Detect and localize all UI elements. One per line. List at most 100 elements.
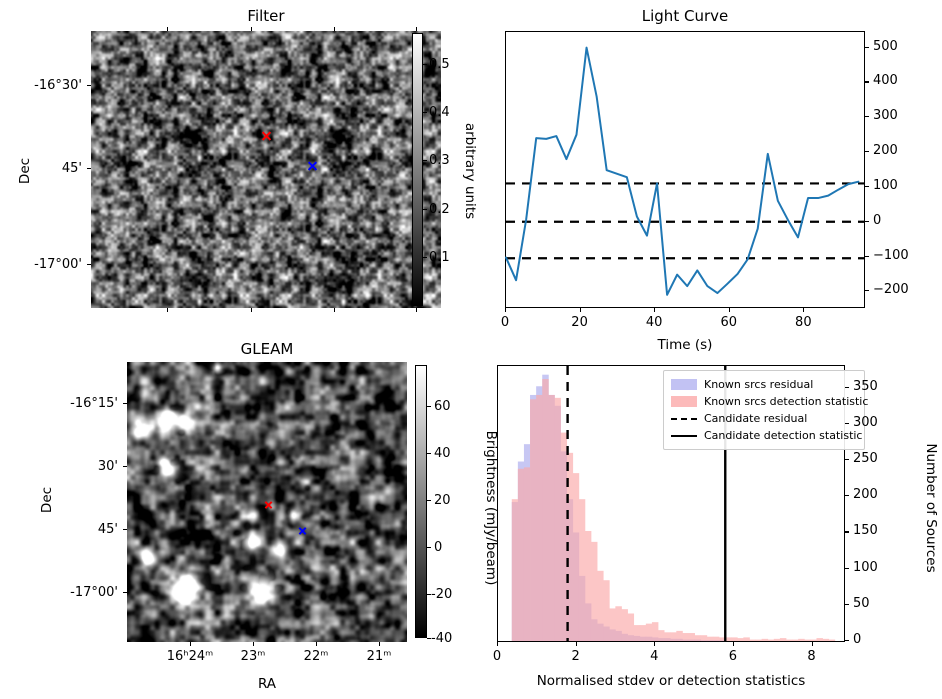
histogram-bar bbox=[718, 637, 726, 641]
histogram-bar bbox=[810, 639, 817, 641]
light-curve-line bbox=[505, 46, 860, 296]
filter-cbar-tick-4 bbox=[423, 257, 427, 259]
light-curve-xtick-3 bbox=[728, 308, 730, 312]
light-curve-ytick-label-2: 0 bbox=[873, 212, 882, 228]
gleam-ytick-3 bbox=[123, 592, 127, 594]
filter-xtick-bottom-1 bbox=[251, 308, 253, 312]
histogram-ytick-label-0: 0 bbox=[853, 632, 862, 647]
gleam-cbar-tick-3 bbox=[427, 547, 431, 549]
histogram-bar bbox=[584, 531, 592, 641]
histogram-ytick-2 bbox=[845, 567, 849, 569]
histogram-bar bbox=[682, 633, 689, 641]
filter-cbar-tick-1 bbox=[423, 112, 427, 114]
filter-cbar-label-2: 0.3 bbox=[429, 153, 450, 168]
histogram-series-1 bbox=[511, 379, 836, 641]
histogram-bar bbox=[706, 636, 714, 641]
histogram-xlabel: Normalised stdev or detection statistics bbox=[536, 673, 806, 689]
filter-cbar-tick-2 bbox=[423, 160, 427, 162]
gleam-cbar-label-5: -40 bbox=[431, 631, 453, 646]
histogram-bar bbox=[688, 633, 695, 641]
histogram-ytick-label-5: 250 bbox=[853, 451, 878, 467]
legend-entry-0: Known srcs residual bbox=[671, 376, 857, 393]
filter-xtick-top-3 bbox=[416, 27, 418, 31]
filter-xtick-top-2 bbox=[334, 27, 336, 31]
light-curve-xlabel: Time (s) bbox=[657, 337, 713, 353]
histogram-bar bbox=[773, 638, 781, 641]
histogram-bar bbox=[755, 639, 763, 641]
gleam-cbar-tick-5 bbox=[427, 638, 431, 640]
histogram-bar bbox=[523, 467, 531, 641]
light-curve-ytick-0 bbox=[865, 290, 869, 292]
histogram-legend: Known srcs residual Known srcs detection… bbox=[663, 370, 868, 450]
gleam-ytick-2 bbox=[123, 529, 127, 531]
light-curve-title: Light Curve bbox=[641, 7, 729, 25]
histogram-bar bbox=[761, 638, 769, 641]
gleam-xtick-2 bbox=[316, 642, 318, 646]
histogram-ylabel: Number of Sources bbox=[923, 443, 939, 573]
gleam-panel-title: GLEAM bbox=[240, 340, 294, 358]
histogram-ytick-label-3: 150 bbox=[853, 523, 878, 539]
histogram-xtick-label-3: 6 bbox=[728, 649, 738, 664]
gleam-cbar-label-4: -20 bbox=[431, 587, 453, 602]
histogram-xtick-3 bbox=[732, 642, 734, 646]
histogram-bar bbox=[749, 639, 756, 641]
legend-label-2: Candidate residual bbox=[704, 412, 808, 425]
histogram-bar bbox=[639, 625, 647, 641]
histogram-bar bbox=[725, 637, 732, 641]
filter-xtick-bottom-0 bbox=[167, 308, 169, 312]
gleam-ytick-label-2: 45' bbox=[97, 522, 118, 537]
histogram-ytick-3 bbox=[845, 531, 849, 533]
filter-ytick-label-0: -16°30' bbox=[34, 78, 82, 93]
histogram-ytick-7 bbox=[845, 386, 849, 388]
legend-patch-known-srcs-residual bbox=[671, 379, 697, 390]
filter-xtick-top-0 bbox=[167, 27, 169, 31]
histogram-bar bbox=[651, 622, 659, 641]
gleam-colorbar bbox=[415, 365, 427, 638]
histogram-xtick-label-0: 0 bbox=[492, 649, 502, 664]
histogram-bar bbox=[517, 468, 525, 641]
histogram-ytick-0 bbox=[845, 640, 849, 642]
histogram-ytick-label-1: 50 bbox=[853, 595, 870, 611]
filter-cbar-tick-3 bbox=[423, 209, 427, 211]
light-curve-xtick-0 bbox=[505, 308, 507, 312]
light-curve-ytick-label-4: 200 bbox=[873, 143, 898, 159]
light-curve-svg bbox=[505, 46, 864, 296]
legend-entry-1: Known srcs detection statistic bbox=[671, 393, 868, 410]
histogram-bar bbox=[536, 394, 543, 641]
gleam-ytick-label-0: -16°15' bbox=[70, 396, 118, 411]
filter-colorbar-label: arbitrary units bbox=[462, 122, 478, 220]
histogram-bar bbox=[542, 379, 549, 641]
histogram-bar bbox=[792, 639, 799, 641]
histogram-ytick-label-6: 300 bbox=[853, 414, 878, 430]
histogram-bar bbox=[737, 638, 744, 641]
gleam-ytick-0 bbox=[123, 403, 127, 405]
histogram-bar bbox=[670, 632, 677, 641]
histogram-bar bbox=[658, 630, 665, 641]
filter-ytick-label-1: 45' bbox=[61, 161, 82, 176]
histogram-bar bbox=[731, 637, 738, 641]
histogram-bar bbox=[779, 638, 787, 641]
light-curve-ytick-label-0: −200 bbox=[873, 282, 909, 298]
histogram-bar bbox=[609, 608, 616, 641]
histogram-ytick-5 bbox=[845, 459, 849, 461]
light-curve-plot-frame bbox=[505, 31, 865, 308]
filter-ylabel: Dec bbox=[17, 157, 33, 185]
gleam-xtick-label-2: 22ᵐ bbox=[303, 649, 329, 664]
histogram-bar bbox=[615, 606, 622, 641]
histogram-bar bbox=[627, 613, 635, 641]
gleam-xtick-3 bbox=[379, 642, 381, 646]
histogram-bar bbox=[712, 636, 720, 641]
histogram-ytick-label-7: 350 bbox=[853, 378, 878, 394]
filter-cbar-label-1: 0.4 bbox=[429, 105, 450, 120]
gleam-ytick-label-1: 30' bbox=[97, 459, 118, 474]
histogram-xtick-0 bbox=[497, 642, 499, 646]
filter-cbar-label-3: 0.2 bbox=[429, 202, 450, 217]
gleam-xlabel: RA bbox=[257, 676, 277, 692]
filter-panel-title: Filter bbox=[247, 7, 285, 25]
histogram-bar bbox=[804, 639, 811, 641]
gleam-cbar-label-1: 40 bbox=[434, 446, 451, 461]
gleam-ylabel: Dec bbox=[39, 486, 55, 514]
legend-entry-2: Candidate residual bbox=[671, 410, 857, 427]
histogram-bar bbox=[560, 432, 568, 641]
